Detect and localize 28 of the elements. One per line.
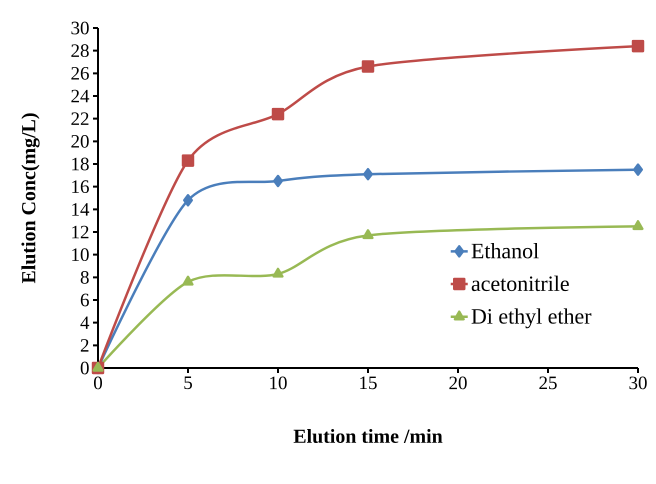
x-tick-label: 30 [629, 376, 647, 390]
y-tick-label: 18 [72, 158, 89, 170]
y-tick-label: 10 [72, 248, 89, 262]
y-tick-label: 26 [71, 66, 89, 80]
x-tick-label: 5 [184, 376, 192, 390]
y-tick-label: 14 [72, 203, 90, 216]
x-tick-label: 25 [539, 376, 557, 390]
x-tick-label: 0 [94, 376, 102, 390]
y-axis-title: Elution Conc(mg/L) [21, 113, 40, 284]
legend-label: acetonitrile [472, 276, 569, 292]
x-tick-label: 15 [360, 376, 377, 390]
y-tick-label: 28 [71, 44, 89, 58]
x-tick-label: 10 [270, 376, 287, 390]
y-tick-label: 6 [80, 294, 89, 306]
y-tick-label: 8 [80, 270, 89, 284]
y-tick-label: 24 [71, 90, 90, 102]
y-tick-label: 12 [72, 226, 88, 238]
x-axis-title: Elution time /min [294, 428, 442, 444]
legend-label: Ethanol [472, 242, 539, 258]
y-tick-label: 30 [71, 22, 89, 34]
y-tick-label: 2 [80, 339, 88, 352]
y-tick-label: 16 [72, 180, 89, 194]
x-tick-label: 20 [449, 376, 467, 390]
y-tick-label: 4 [80, 316, 90, 329]
y-tick-label: 0 [80, 362, 89, 374]
y-tick-label: 22 [71, 112, 88, 125]
legend-label: Di ethyl ether [472, 308, 592, 328]
y-tick-label: 20 [71, 134, 89, 148]
